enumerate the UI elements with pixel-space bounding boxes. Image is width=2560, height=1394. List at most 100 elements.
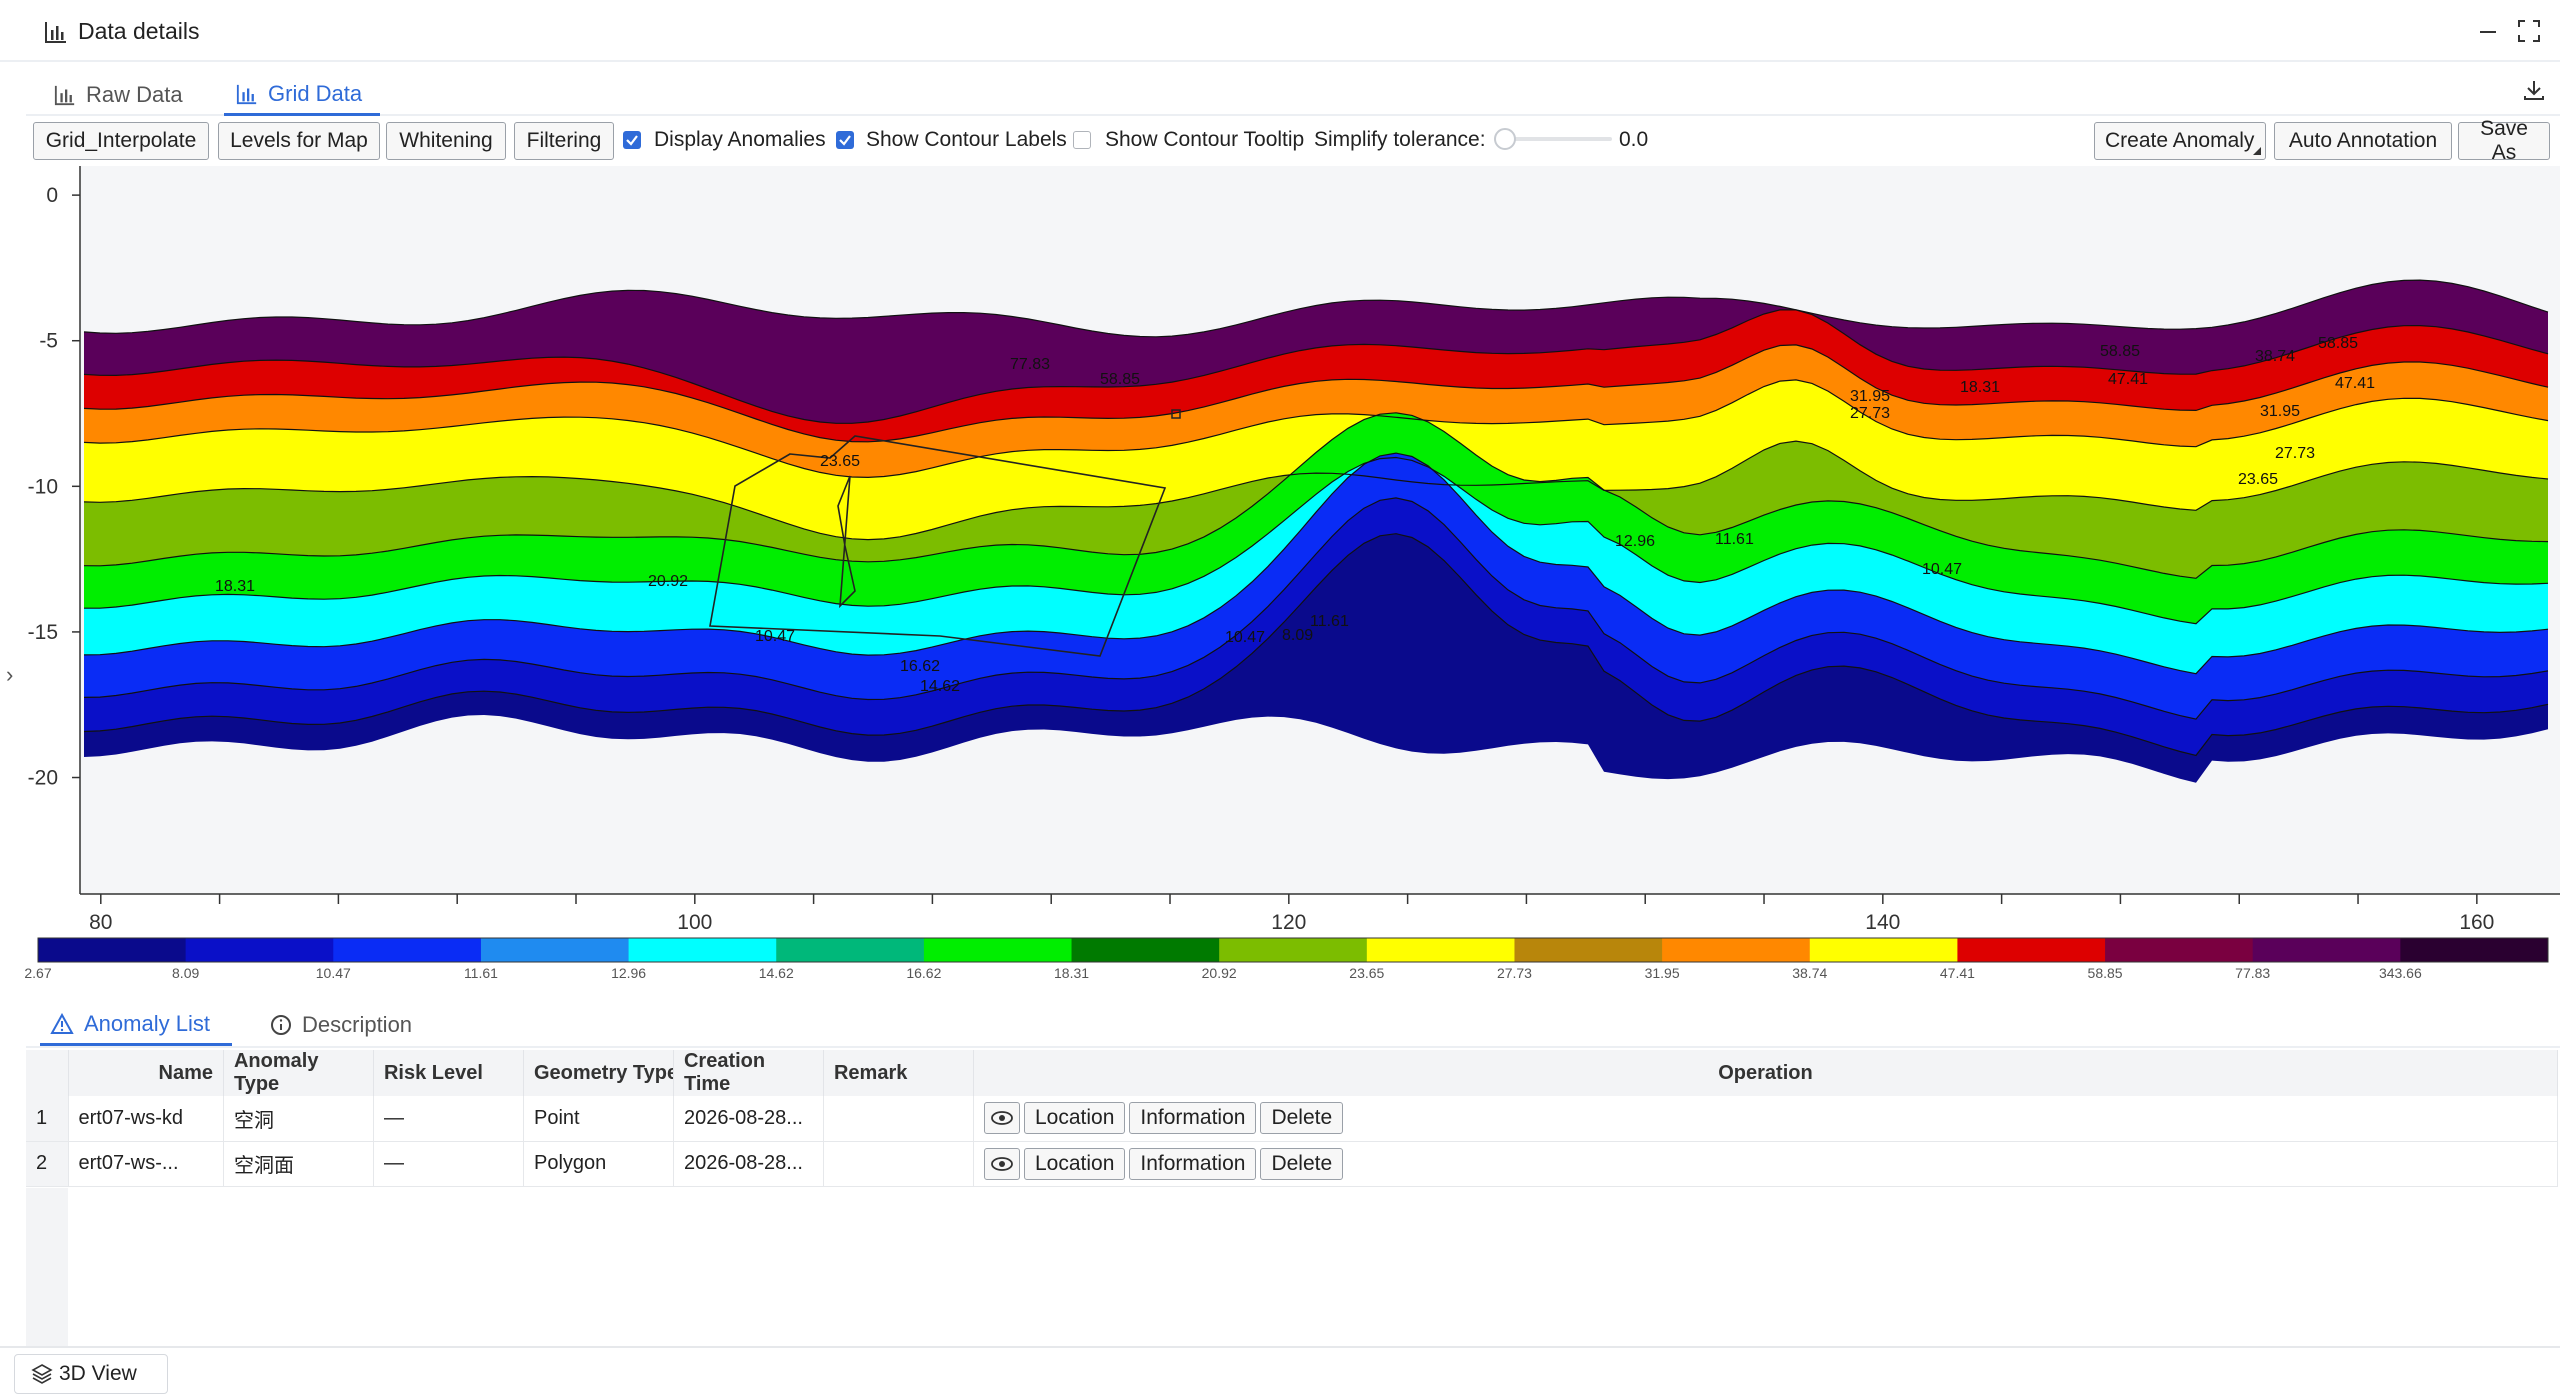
grid-interpolate-button[interactable]: Grid_Interpolate	[33, 122, 209, 160]
col-remark-header[interactable]: Remark	[823, 1050, 974, 1096]
colorbar-swatch	[1366, 938, 1515, 962]
bar-chart-icon	[54, 85, 75, 106]
bar-chart-icon	[236, 84, 257, 104]
delete-button[interactable]: Delete	[1260, 1147, 1344, 1180]
tab-raw-data[interactable]: Raw Data	[54, 74, 183, 116]
colorbar-swatch	[1514, 938, 1663, 962]
3d-view-button[interactable]: 3D View	[14, 1354, 168, 1394]
anomaly-name: ert07-ws-...	[68, 1141, 224, 1187]
contour-value-label: 10.47	[1225, 629, 1265, 646]
colorbar-swatch	[1809, 938, 1958, 962]
y-tick-label: 0	[46, 184, 58, 207]
minimize-icon[interactable]	[2476, 18, 2502, 44]
colorbar-label: 18.31	[1054, 965, 1089, 981]
colorbar-swatch	[333, 938, 482, 962]
tab-description[interactable]: Description	[270, 1004, 412, 1046]
anomaly-type: 空洞	[223, 1096, 374, 1142]
contour-value-label: 23.65	[2238, 471, 2278, 488]
anomaly-name: ert07-ws-kd	[68, 1096, 224, 1142]
contour-value-label: 58.85	[1100, 371, 1140, 388]
contour-line	[83, 440, 2549, 541]
col-creation-time-header[interactable]: Creation Time	[673, 1050, 824, 1096]
display-anomalies-checkbox[interactable]	[623, 131, 641, 149]
contour-value-label: 16.62	[900, 658, 940, 675]
simplify-tolerance-track[interactable]	[1494, 137, 1612, 141]
row-number-header	[26, 1050, 69, 1096]
colorbar-label: 16.62	[906, 965, 941, 981]
whitening-button[interactable]: Whitening	[386, 122, 506, 160]
information-button[interactable]: Information	[1129, 1102, 1257, 1135]
3d-view-label: 3D View	[59, 1362, 137, 1385]
contour-value-label: 38.74	[2255, 348, 2295, 365]
col-geometry-type-header[interactable]: Geometry Type	[523, 1050, 674, 1096]
x-tick-label: 80	[89, 911, 112, 934]
colorbar-label: 27.73	[1497, 965, 1532, 981]
colorbar-label: 47.41	[1940, 965, 1975, 981]
filtering-button[interactable]: Filtering	[514, 122, 614, 160]
contour-value-label: 31.95	[1850, 388, 1890, 405]
dropdown-corner-icon	[2253, 147, 2261, 155]
visibility-toggle-button[interactable]	[983, 1102, 1020, 1135]
col-operation-header: Operation	[973, 1050, 2558, 1096]
contour-band	[84, 533, 2548, 783]
simplify-tolerance-slider[interactable]	[1494, 128, 1516, 150]
contour-value-label: 12.96	[1615, 533, 1655, 550]
show-contour-tooltip-checkbox[interactable]	[1073, 131, 1091, 149]
anomaly-point[interactable]	[1171, 409, 1181, 419]
save-as-button[interactable]: Save As	[2458, 117, 2550, 164]
information-button[interactable]: Information	[1129, 1147, 1257, 1180]
colorbar-label: 23.65	[1349, 965, 1384, 981]
col-risk-level-header[interactable]: Risk Level	[373, 1050, 524, 1096]
eye-icon	[991, 1156, 1013, 1171]
data-tabs: Raw Data Grid Data	[26, 64, 2560, 116]
operation-cell: Location Information Delete	[973, 1141, 2558, 1187]
location-button[interactable]: Location	[1023, 1147, 1126, 1180]
table-row[interactable]: 2 ert07-ws-... 空洞面 — Polygon 2026-08-28.…	[26, 1141, 2558, 1187]
location-button[interactable]: Location	[1023, 1102, 1126, 1135]
col-name-header[interactable]: Name	[68, 1050, 224, 1096]
contour-value-label: 58.85	[2318, 335, 2358, 352]
tab-grid-data-label: Grid Data	[268, 80, 363, 106]
contour-value-label: 23.65	[820, 453, 860, 470]
delete-button[interactable]: Delete	[1260, 1102, 1344, 1135]
eye-icon	[991, 1111, 1013, 1126]
auto-annotation-button[interactable]: Auto Annotation	[2274, 122, 2452, 160]
colorbar-swatch	[776, 938, 925, 962]
x-tick-label: 140	[1865, 911, 1900, 934]
contour-value-label: 27.73	[2275, 445, 2315, 462]
anomaly-polygon[interactable]	[709, 435, 1167, 657]
contour-value-label: 77.83	[1010, 356, 1050, 373]
contour-value-label: 18.31	[215, 578, 255, 595]
contour-chart: 77.83 58.85 23.65 20.92 18.31 10.47 11.61 16.62…	[24, 166, 2560, 981]
tab-grid-data[interactable]: Grid Data	[224, 74, 381, 116]
x-tick-label: 100	[677, 911, 712, 934]
download-icon[interactable]	[2522, 78, 2546, 102]
contour-value-label: 11.61	[1715, 531, 1754, 548]
creation-time: 2026-08-28...	[673, 1096, 824, 1142]
table-row[interactable]: 1 ert07-ws-kd 空洞 — Point 2026-08-28... L…	[26, 1096, 2558, 1142]
expand-chevron-icon[interactable]: ›	[6, 662, 14, 687]
colorbar-label: 10.47	[316, 965, 351, 981]
fullscreen-icon[interactable]	[2516, 18, 2542, 44]
levels-for-map-button[interactable]: Levels for Map	[218, 122, 380, 160]
grid-toolbar: Grid_Interpolate Levels for Map Whitenin…	[0, 117, 2560, 166]
colorbar-swatch	[1219, 938, 1368, 962]
show-contour-labels-checkbox[interactable]	[836, 131, 854, 149]
contour-band	[84, 453, 2548, 720]
tab-anomaly-list[interactable]: Anomaly List	[40, 1004, 232, 1046]
colorbar-swatch	[2105, 938, 2254, 962]
contour-band	[84, 457, 2548, 674]
col-anomaly-type-header[interactable]: Anomaly Type	[223, 1050, 374, 1096]
contour-line	[83, 279, 2549, 338]
contour-band	[84, 280, 2548, 424]
visibility-toggle-button[interactable]	[983, 1147, 1020, 1180]
simplify-tolerance-value: 0.0	[1619, 128, 1649, 151]
contour-plot-area: 77.83 58.85 23.65 20.92 18.31 10.47 11.61 16.62…	[0, 166, 2560, 996]
colorbar-swatch	[628, 938, 777, 962]
create-anomaly-button[interactable]: Create Anomaly	[2094, 122, 2266, 160]
colorbar-swatch	[1957, 938, 2106, 962]
simplify-tolerance-label: Simplify tolerance:	[1314, 128, 1486, 151]
contour-value-label: 10.47	[755, 628, 795, 645]
geometry-type: Polygon	[523, 1141, 674, 1187]
risk-level: —	[373, 1096, 524, 1142]
